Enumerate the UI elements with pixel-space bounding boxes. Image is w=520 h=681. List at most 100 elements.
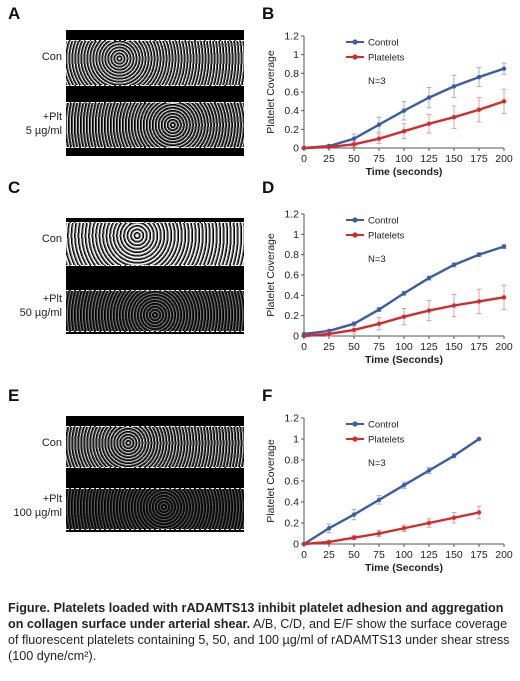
y-tick-label: 0.4 [284, 290, 299, 302]
x-axis-label: Time (Seconds) [365, 562, 443, 574]
y-tick-label: 0.8 [284, 249, 299, 261]
x-tick-label: 200 [495, 153, 513, 165]
caption-rest: A/B, C/D, and E/F show the surface cover… [8, 617, 510, 663]
data-point [426, 468, 432, 473]
x-tick-label: 175 [470, 341, 488, 353]
legend-marker [352, 217, 358, 223]
x-tick-label: 50 [348, 341, 360, 353]
data-point [351, 321, 357, 326]
data-point [401, 129, 407, 134]
x-tick-label: 50 [348, 549, 360, 561]
data-point [301, 145, 307, 151]
data-point [451, 453, 457, 458]
legend-marker [352, 232, 358, 238]
control-channel-image [66, 40, 244, 86]
series-platelets [301, 284, 507, 339]
legend-label: Control [368, 38, 399, 49]
data-point [326, 331, 332, 337]
data-point [451, 84, 457, 89]
data-point [476, 510, 482, 515]
data-point [351, 327, 357, 333]
panel-letter-b: B [262, 4, 275, 23]
data-point [401, 314, 407, 319]
y-tick-label: 0.2 [284, 518, 299, 530]
data-point [401, 108, 407, 113]
x-tick-label: 125 [420, 153, 438, 165]
legend-label: Platelets [368, 435, 405, 446]
series-control [301, 436, 482, 547]
series-line [303, 511, 480, 546]
y-tick-label: 1.2 [284, 31, 299, 43]
chart-d: 0 0.2 0.4 0.6 0.8 1 1.2 0 25 50 75 100 125 150 175 200 T… [265, 209, 513, 367]
x-tick-label: 125 [420, 549, 438, 561]
panel-letter-a: A [8, 4, 21, 23]
x-tick-label: 75 [373, 153, 385, 165]
micrograph-a [66, 30, 244, 156]
y-tick-label: 0.2 [284, 124, 299, 136]
control-channel-image [66, 426, 244, 468]
legend-marker [352, 39, 358, 45]
legend-label: Platelets [368, 231, 405, 242]
legend-marker [352, 54, 358, 60]
data-point [351, 535, 357, 540]
figure-caption: Figure. Platelets loaded with rADAMTS13 … [8, 600, 513, 664]
y-tick-label: 1 [293, 434, 299, 446]
data-point [451, 262, 457, 268]
data-point [451, 115, 457, 120]
data-point [426, 95, 432, 100]
x-tick-label: 25 [323, 341, 335, 353]
data-point [476, 74, 482, 80]
data-point [351, 142, 357, 147]
y-tick-label: 0.6 [284, 476, 299, 488]
x-tick-label: 100 [395, 153, 413, 165]
data-point [376, 497, 382, 503]
sample-size-annotation: N=3 [368, 458, 386, 469]
panel-letter-d: D [262, 178, 275, 197]
x-tick-label: 75 [373, 549, 385, 561]
y-tick-label: 1.2 [284, 209, 299, 221]
data-point [501, 99, 507, 104]
caption-bold: Figure. Platelets loaded with rADAMTS13 … [8, 601, 504, 631]
data-point [476, 436, 482, 442]
data-point [501, 66, 507, 71]
data-point [351, 512, 357, 517]
x-tick-label: 200 [495, 549, 513, 561]
control-channel-image [66, 222, 244, 266]
data-point [426, 275, 432, 281]
x-tick-label: 175 [470, 549, 488, 561]
data-point [426, 121, 432, 126]
legend-marker [352, 421, 358, 427]
data-point [501, 295, 507, 300]
legend-label: Platelets [368, 53, 405, 64]
data-point [376, 136, 382, 141]
x-tick-label: 100 [395, 341, 413, 353]
data-point [451, 515, 457, 520]
data-point [326, 526, 332, 531]
data-point [426, 308, 432, 313]
image-label-con: Con [41, 437, 62, 449]
x-axis-label: Time (Seconds) [365, 354, 443, 366]
image-label-plt: +Plt 50 µg/ml [19, 293, 62, 319]
series-line [303, 438, 480, 546]
data-point [376, 321, 382, 326]
micrograph-c [66, 218, 244, 334]
platelet-channel-image [66, 102, 244, 148]
series-platelets [301, 505, 482, 547]
x-tick-label: 175 [470, 153, 488, 165]
chart-b: 0 0.2 0.4 0.6 0.8 1 1.2 0 25 50 75 100 125 150 175 200 T… [265, 31, 513, 179]
x-tick-label: 200 [495, 341, 513, 353]
x-tick-label: 100 [395, 549, 413, 561]
panel-letter-c: C [8, 178, 21, 197]
panel-letter-f: F [262, 386, 273, 405]
platelet-channel-image [66, 488, 244, 530]
data-point [426, 520, 432, 526]
y-tick-label: 0 [293, 143, 299, 155]
data-point [376, 122, 382, 127]
y-tick-label: 0.6 [284, 87, 299, 99]
legend-label: Control [368, 420, 399, 431]
data-point [326, 539, 332, 545]
data-point [476, 299, 482, 304]
x-tick-label: 0 [301, 341, 307, 353]
y-tick-label: 1 [293, 229, 299, 241]
data-point [301, 333, 307, 339]
